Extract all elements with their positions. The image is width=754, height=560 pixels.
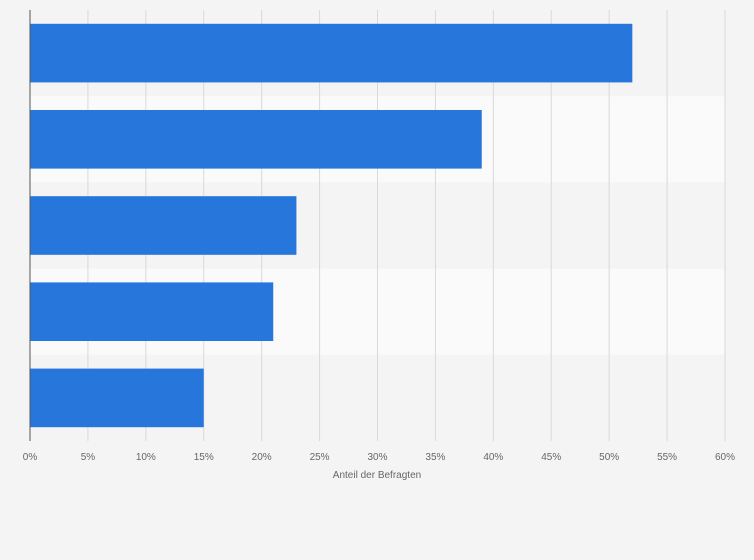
x-tick-label: 5% <box>81 452 96 463</box>
x-tick-labels: 0% 5% 10% 15% 20% 25% 30% 35% 40% 45% 50% 55% 60% <box>23 452 735 463</box>
x-tick-label: 10% <box>136 452 156 463</box>
bar <box>30 23 633 83</box>
x-tick-label: 25% <box>310 452 330 463</box>
bar <box>30 368 204 428</box>
x-tick-label: 50% <box>599 452 619 463</box>
x-tick-label: 20% <box>252 452 272 463</box>
x-tick-label: 45% <box>541 452 561 463</box>
x-tick-label: 15% <box>194 452 214 463</box>
x-tick-label: 55% <box>657 452 677 463</box>
x-tick-label: 30% <box>367 452 387 463</box>
x-tick-label: 35% <box>425 452 445 463</box>
x-axis-label: Anteil der Befragten <box>333 470 421 481</box>
x-tick-label: 60% <box>715 452 735 463</box>
bar <box>30 282 274 342</box>
bar <box>30 109 482 169</box>
bars <box>30 23 633 428</box>
bar <box>30 196 297 255</box>
x-tick-label: 0% <box>23 452 38 463</box>
x-tick-label: 40% <box>483 452 503 463</box>
